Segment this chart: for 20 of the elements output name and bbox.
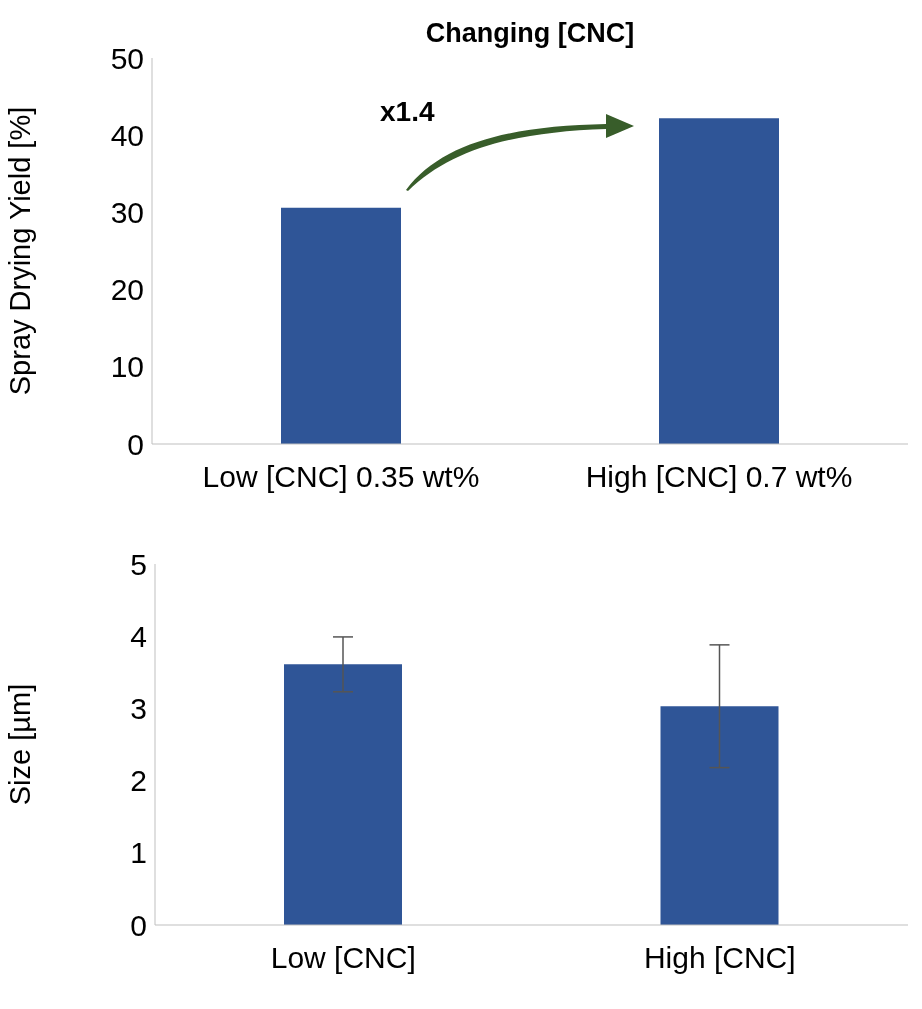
y-tick-label: 2: [130, 764, 147, 798]
y-tick-label: 20: [110, 273, 144, 307]
y-axis-title: Size [µm]: [4, 683, 37, 806]
chart-title: Changing [CNC]: [424, 18, 636, 49]
y-tick-label: 3: [130, 692, 147, 726]
y-tick-label: 50: [110, 41, 144, 75]
y-tick-label: 30: [110, 196, 144, 230]
x-tick-label: Low [CNC] 0.35 wt%: [202, 460, 480, 494]
y-tick-label: 5: [130, 547, 147, 581]
y-tick-label: 40: [110, 118, 144, 152]
y-tick-label: 0: [130, 908, 147, 942]
y-tick-label: 0: [127, 427, 144, 461]
y-tick-label: 10: [110, 350, 144, 384]
y-tick-label: 1: [130, 836, 147, 870]
annotation: x1.4: [380, 96, 435, 128]
y-tick-label: 4: [130, 619, 147, 653]
x-tick-label: High [CNC]: [643, 941, 796, 975]
y-axis-title: Spray Drying Yield [%]: [4, 106, 37, 396]
x-tick-label: Low [CNC]: [270, 941, 416, 975]
x-tick-label: High [CNC] 0.7 wt%: [585, 460, 853, 494]
